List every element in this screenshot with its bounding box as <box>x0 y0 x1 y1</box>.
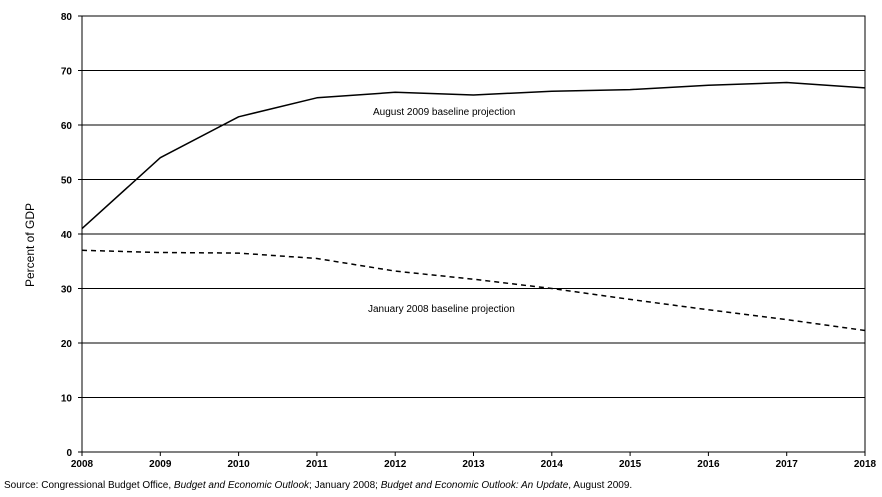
x-tick-label-2013: 2013 <box>462 459 485 470</box>
x-tick-label-2016: 2016 <box>697 459 720 470</box>
source-mid: ; January 2008; <box>309 480 381 491</box>
series-line-january-2008 <box>81 249 866 332</box>
annotation-january-2008: January 2008 baseline projection <box>368 304 515 315</box>
y-tick-label-80: 80 <box>61 12 73 23</box>
x-tick-label-2014: 2014 <box>541 459 564 470</box>
source-prefix: Source: Congressional Budget Office, <box>4 480 174 491</box>
x-tick-label-2017: 2017 <box>776 459 799 470</box>
x-tick-label-2012: 2012 <box>384 459 407 470</box>
x-tick-label-2009: 2009 <box>149 459 172 470</box>
y-axis-label: Percent of GDP <box>23 203 37 287</box>
x-tick-label-2015: 2015 <box>619 459 642 470</box>
y-tick-labels: 0 10 20 30 40 50 60 70 80 <box>61 12 73 459</box>
y-tick-label-20: 20 <box>61 339 73 350</box>
x-tick-label-2018: 2018 <box>854 459 877 470</box>
y-tick-label-40: 40 <box>61 230 73 241</box>
y-tick-label-30: 30 <box>61 285 73 296</box>
y-tick-label-60: 60 <box>61 121 73 132</box>
x-tick-label-2011: 2011 <box>306 459 328 470</box>
x-tick-label-2008: 2008 <box>71 459 94 470</box>
series-line-august-2009 <box>81 81 866 230</box>
gridlines <box>82 15 865 398</box>
source-title-1: Budget and Economic Outlook <box>173 480 310 491</box>
annotation-august-2009: August 2009 baseline projection <box>373 107 515 118</box>
y-tick-label-50: 50 <box>61 176 73 187</box>
y-tick-label-0: 0 <box>66 448 72 459</box>
axes <box>78 15 866 456</box>
x-tick-labels: 2008 2009 2010 2011 2012 2013 2014 2015 2016 2017… <box>71 459 877 470</box>
y-tick-label-70: 70 <box>61 67 73 78</box>
y-tick-label-10: 10 <box>61 394 73 405</box>
source-note: Source: Congressional Budget Office, Bud… <box>4 480 632 491</box>
source-title-2: Budget and Economic Outlook: An Update <box>380 480 569 491</box>
x-tick-label-2010: 2010 <box>227 459 250 470</box>
series-lines <box>81 81 866 332</box>
source-suffix: , August 2009. <box>568 480 633 491</box>
